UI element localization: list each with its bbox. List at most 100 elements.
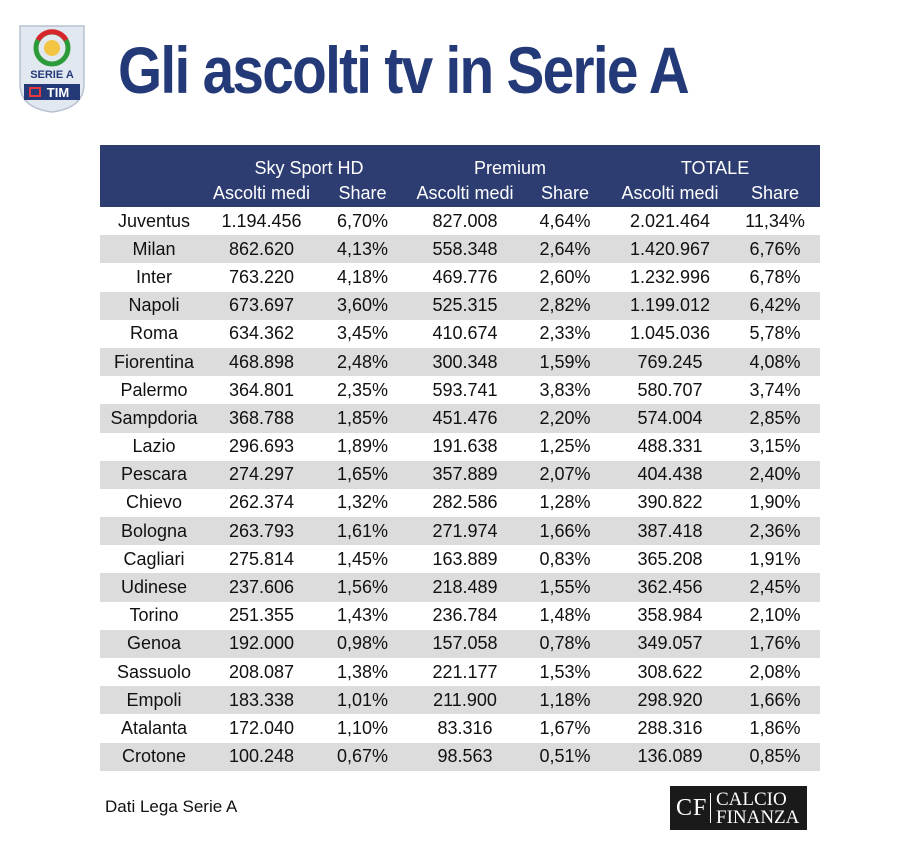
sky-ascolti-cell: 763.220 — [228, 266, 295, 287]
premium-ascolti-cell: 525.315 — [432, 295, 498, 316]
sky-share-cell: 1,61% — [336, 520, 389, 541]
totale-ascolti-cell: 136.089 — [637, 746, 703, 767]
group-header-totale: TOTALE — [680, 158, 750, 178]
team-cell: Torino — [129, 605, 179, 626]
table-row: Crotone 100.248 0,67% 98.563 0,51% 136.089 0,8… — [100, 742, 821, 771]
logo-tim-mark-icon — [29, 87, 41, 97]
sky-share-cell: 2,48% — [336, 351, 389, 372]
table-body: Juventus 1.194.456 6,70% 827.008 4,64% 2.021.… — [100, 207, 821, 771]
table-row: Palermo 364.801 2,35% 593.741 3,83% 580.707 3,… — [100, 376, 821, 405]
totale-ascolti-cell: 358.984 — [637, 605, 703, 626]
totale-ascolti-cell: 1.199.012 — [629, 295, 711, 316]
totale-share-cell: 4,08% — [749, 351, 801, 372]
team-cell: Atalanta — [120, 717, 188, 738]
group-header-empty — [100, 145, 208, 179]
premium-share-cell: 1,28% — [539, 492, 591, 513]
totale-ascolti-cell: 387.418 — [637, 520, 703, 541]
totale-ascolti-cell: 349.057 — [637, 633, 703, 654]
team-cell: Milan — [132, 238, 176, 259]
cf-word-finanza: FINANZA — [716, 807, 800, 828]
sky-ascolti-cell: 274.297 — [228, 464, 295, 485]
subheader-totale-ascolti: Ascolti medi — [621, 182, 719, 203]
totale-share-cell: 2,40% — [749, 464, 801, 485]
group-header-premium: Premium — [474, 158, 547, 178]
premium-share-cell: 1,48% — [539, 605, 591, 626]
sky-share-cell: 1,32% — [336, 492, 389, 513]
totale-share-cell: 3,15% — [749, 436, 801, 457]
source-note: Dati Lega Serie A — [105, 797, 238, 816]
totale-ascolti-cell: 365.208 — [637, 548, 703, 569]
calcio-finanza-logo: CF CALCIO FINANZA — [670, 786, 807, 830]
subheader-empty — [100, 179, 208, 207]
team-cell: Empoli — [126, 689, 182, 710]
premium-share-cell: 2,07% — [539, 464, 591, 485]
premium-ascolti-cell: 827.008 — [432, 210, 498, 231]
sky-share-cell: 3,60% — [336, 295, 389, 316]
premium-share-cell: 2,60% — [539, 266, 591, 287]
sky-ascolti-cell: 172.040 — [228, 717, 295, 738]
premium-ascolti-cell: 469.776 — [432, 266, 498, 287]
table-row: Pescara 274.297 1,65% 357.889 2,07% 404.438 2,… — [100, 460, 821, 489]
premium-ascolti-cell: 300.348 — [432, 351, 498, 372]
table-row: Genoa 192.000 0,98% 157.058 0,78% 349.057 1,76… — [100, 629, 821, 658]
totale-share-cell: 1,90% — [749, 492, 801, 513]
logo-text-tim: TIM — [47, 85, 69, 100]
table-row: Empoli 183.338 1,01% 211.900 1,18% 298.920 1,6… — [100, 686, 821, 715]
page-title: Gli ascolti tv in Serie A — [118, 33, 690, 107]
premium-share-cell: 1,18% — [539, 689, 591, 710]
table-subheader-row: Ascolti medi Share Ascolti medi Share As… — [100, 179, 821, 207]
table-row: Fiorentina 468.898 2,48% 300.348 1,59% 769.24… — [100, 347, 821, 377]
totale-share-cell: 6,78% — [749, 266, 801, 287]
totale-ascolti-cell: 769.245 — [637, 351, 703, 372]
totale-ascolti-cell: 574.004 — [637, 407, 703, 428]
premium-share-cell: 0,78% — [539, 633, 591, 654]
sky-share-cell: 3,45% — [336, 323, 389, 344]
table-row: Cagliari 275.814 1,45% 163.889 0,83% 365.208 1… — [100, 545, 821, 574]
totale-ascolti-cell: 362.456 — [637, 577, 703, 598]
totale-share-cell: 1,66% — [749, 689, 801, 710]
totale-share-cell: 11,34% — [745, 210, 805, 231]
premium-share-cell: 0,83% — [539, 548, 591, 569]
sky-ascolti-cell: 262.374 — [228, 492, 295, 513]
sky-share-cell: 0,67% — [336, 746, 389, 767]
team-cell: Fiorentina — [113, 351, 195, 372]
premium-share-cell: 0,51% — [539, 746, 591, 767]
premium-ascolti-cell: 558.348 — [432, 238, 498, 259]
sky-ascolti-cell: 862.620 — [228, 238, 295, 259]
subheader-totale-share: Share — [751, 182, 800, 203]
cf-logo-divider — [710, 793, 711, 823]
sky-share-cell: 1,01% — [336, 689, 389, 710]
subheader-premium-ascolti: Ascolti medi — [416, 182, 514, 203]
sky-share-cell: 1,43% — [336, 605, 389, 626]
totale-ascolti-cell: 298.920 — [637, 689, 703, 710]
team-cell: Juventus — [117, 210, 191, 231]
premium-share-cell: 1,25% — [539, 436, 591, 457]
sky-share-cell: 1,65% — [336, 464, 389, 485]
team-cell: Sampdoria — [110, 407, 198, 428]
subheader-sky-ascolti: Ascolti medi — [212, 182, 311, 203]
totale-share-cell: 6,76% — [749, 238, 801, 259]
premium-ascolti-cell: 593.741 — [432, 379, 498, 400]
subheader-premium-share: Share — [540, 182, 590, 203]
team-cell: Bologna — [120, 520, 188, 541]
sky-ascolti-cell: 275.814 — [228, 548, 295, 569]
totale-share-cell: 0,85% — [749, 746, 801, 767]
sky-ascolti-cell: 192.000 — [228, 633, 295, 654]
sky-ascolti-cell: 673.697 — [228, 295, 295, 316]
table-row: Lazio 296.693 1,89% 191.638 1,25% 488.331 3,15… — [100, 432, 821, 461]
sky-ascolti-cell: 364.801 — [228, 379, 295, 400]
sky-ascolti-cell: 251.355 — [228, 605, 295, 626]
totale-ascolti-cell: 1.420.967 — [629, 238, 711, 259]
sky-share-cell: 0,98% — [336, 633, 389, 654]
premium-ascolti-cell: 218.489 — [432, 577, 498, 598]
totale-ascolti-cell: 488.331 — [637, 436, 703, 457]
totale-share-cell: 5,78% — [749, 323, 801, 344]
team-cell: Lazio — [132, 436, 176, 457]
sky-share-cell: 6,70% — [336, 210, 389, 231]
totale-share-cell: 2,08% — [749, 661, 801, 682]
premium-ascolti-cell: 191.638 — [432, 436, 498, 457]
table-row: Roma 634.362 3,45% 410.674 2,33% 1.045.036 5,7… — [100, 319, 821, 348]
ratings-table: Sky Sport HD Premium TOTALE Ascolti medi… — [100, 145, 821, 771]
logo-text-serie-a: SERIE A — [30, 69, 74, 81]
sky-ascolti-cell: 368.788 — [228, 407, 295, 428]
